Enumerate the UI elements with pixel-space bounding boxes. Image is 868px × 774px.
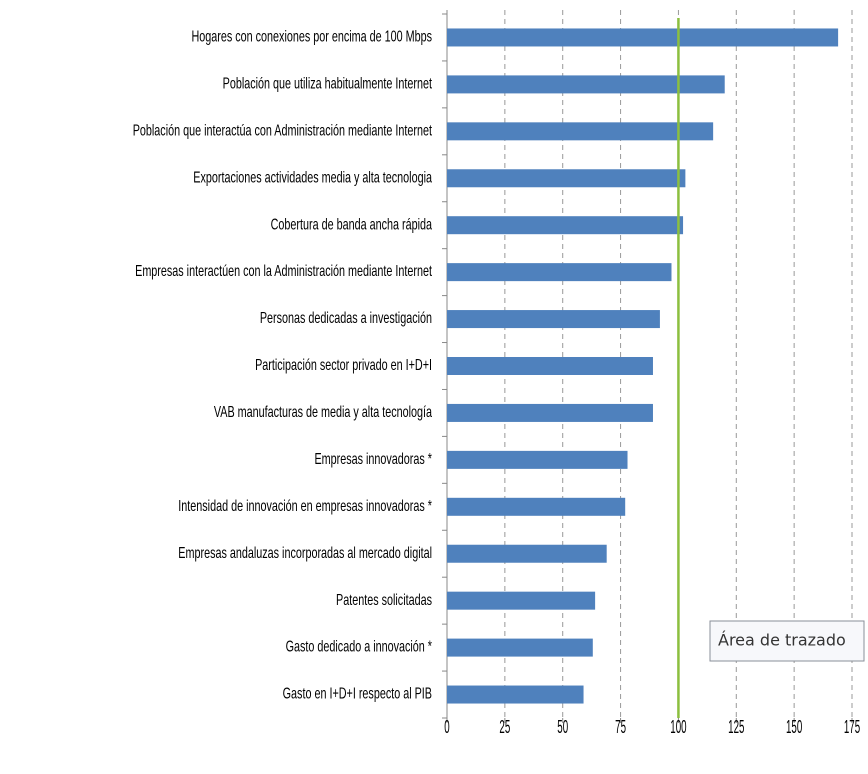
y-tick-label: VAB manufacturas de media y alta tecnolo… bbox=[214, 403, 433, 420]
bar bbox=[447, 450, 628, 469]
y-tick-label: Población que utiliza habitualmente Inte… bbox=[223, 75, 433, 92]
tooltip-box bbox=[709, 620, 865, 662]
y-tick-label: Patentes solicitadas bbox=[336, 591, 432, 608]
bar bbox=[447, 263, 672, 282]
x-tick-label: 150 bbox=[786, 717, 802, 738]
y-tick-label: Participación sector privado en I+D+I bbox=[255, 356, 432, 373]
bar bbox=[447, 169, 686, 188]
y-tick-label: Empresas andaluzas incorporadas al merca… bbox=[178, 544, 432, 561]
bar bbox=[447, 216, 684, 235]
x-tick-label: 50 bbox=[557, 717, 568, 738]
bar bbox=[447, 403, 653, 422]
y-tick-label: Personas dedicadas a investigación bbox=[260, 309, 432, 326]
y-tick-label: Empresas interactúen con la Administraci… bbox=[135, 262, 432, 279]
bar bbox=[447, 591, 596, 610]
bar bbox=[447, 357, 653, 375]
bar bbox=[447, 28, 839, 47]
bar bbox=[447, 685, 584, 704]
y-tick-label: Cobertura de banda ancha rápida bbox=[271, 215, 433, 232]
tooltip: Área de trazado bbox=[709, 620, 865, 662]
x-tick-label: 75 bbox=[615, 717, 626, 738]
y-tick-label: Hogares con conexiones por encima de 100… bbox=[191, 28, 432, 45]
x-tick-label: 125 bbox=[728, 717, 744, 738]
x-tick-label: 100 bbox=[670, 717, 686, 738]
bar bbox=[447, 310, 660, 329]
y-tick-label: Empresas innovadoras * bbox=[314, 450, 432, 467]
x-tick-label: 0 bbox=[444, 717, 449, 738]
x-tick-label: 175 bbox=[844, 717, 860, 738]
bar bbox=[447, 638, 593, 657]
y-tick-label: Gasto en I+D+I respecto al PIB bbox=[283, 685, 432, 702]
tooltip-text: Área de trazado bbox=[718, 631, 846, 650]
bar bbox=[447, 122, 714, 141]
x-tick-label: 25 bbox=[499, 717, 510, 738]
bar bbox=[447, 75, 725, 94]
bar bbox=[447, 544, 607, 563]
y-tick-label: Población que interactúa con Administrac… bbox=[133, 122, 433, 139]
y-tick-label: Exportaciones actividades media y alta t… bbox=[193, 168, 432, 185]
y-tick-label: Intensidad de innovación en empresas inn… bbox=[178, 497, 432, 514]
bar bbox=[447, 497, 626, 516]
y-tick-label: Gasto dedicado a innovación * bbox=[286, 638, 432, 655]
